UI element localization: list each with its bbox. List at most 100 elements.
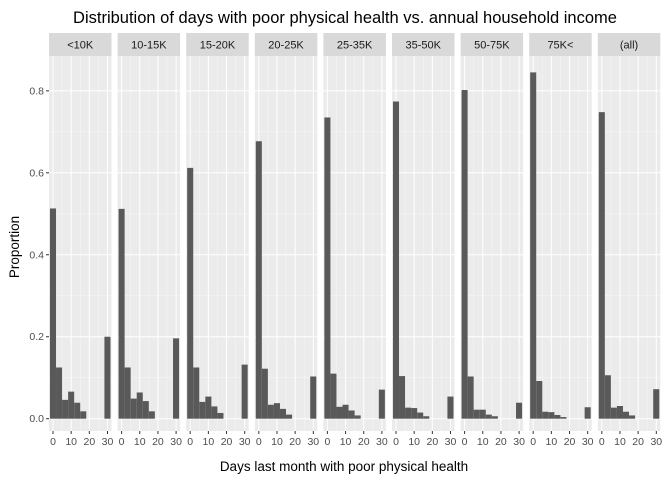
x-tick-label: 0 [50, 436, 56, 448]
x-tick-label: 0 [256, 436, 262, 448]
histogram-bar [267, 404, 274, 419]
x-tick-label: 30 [445, 436, 457, 448]
histogram-bar [354, 415, 361, 419]
chart-title: Distribution of days with poor physical … [73, 9, 617, 27]
y-axis-title: Proportion [7, 216, 22, 278]
x-tick-label: 20 [564, 436, 576, 448]
x-tick-label: 0 [324, 436, 330, 448]
x-tick-label: 20 [632, 436, 644, 448]
facet-strip-label: 10-15K [131, 40, 167, 52]
x-tick-label: 30 [239, 436, 251, 448]
histogram-bar [279, 408, 287, 419]
histogram-bar [584, 407, 591, 419]
histogram-bar [423, 416, 430, 419]
x-tick-label: 10 [477, 436, 489, 448]
histogram-bar [324, 117, 331, 419]
histogram-bar [491, 416, 498, 419]
histogram-bar [273, 403, 280, 419]
x-tick-label: 30 [170, 436, 182, 448]
histogram-bar [80, 411, 87, 419]
x-tick-label: 0 [599, 436, 605, 448]
histogram-bar [74, 402, 81, 419]
facet-panel: 20-25K 0 10 20 30 [254, 33, 319, 448]
facet-panel: 75K< 0 10 20 30 [529, 33, 594, 448]
facet-strip [529, 33, 592, 56]
histogram-bar [187, 167, 194, 419]
histogram-bar [479, 409, 486, 419]
y-tick-label: 0.6 [29, 167, 44, 179]
histogram-bar [148, 411, 155, 419]
histogram-bar [622, 411, 630, 419]
facet-strip [392, 33, 455, 56]
x-tick-label: 0 [393, 436, 399, 448]
facet-strip-label: 35-50K [406, 40, 442, 52]
facet-panel: 50-75K 0 10 20 30 [460, 33, 525, 448]
histogram-bar [461, 90, 468, 419]
histogram-bar [199, 401, 206, 419]
facet-strip [254, 33, 318, 56]
y-tick-label: 0.0 [29, 413, 44, 425]
facet-strip [597, 33, 661, 56]
facet-strip-label: 50-75K [474, 40, 510, 52]
histogram-bar [399, 376, 406, 419]
histogram-bar [610, 407, 617, 419]
histogram-bar [136, 392, 143, 419]
histogram-bar [241, 364, 248, 419]
histogram-bar [310, 376, 317, 419]
x-tick-label: 30 [376, 436, 388, 448]
y-axis: 0.0 0.2 0.4 0.6 0.8 [29, 85, 49, 425]
histogram-bar [261, 368, 268, 419]
facet-panel: 10-15K 0 10 20 30 [117, 33, 182, 448]
x-tick-label: 10 [408, 436, 420, 448]
histogram-bar [142, 401, 149, 419]
x-tick-label: 10 [65, 436, 77, 448]
histogram-bar [130, 398, 137, 419]
facet-strip-label: 15-20K [200, 40, 236, 52]
histogram-bar [417, 412, 424, 419]
facet-strip-label: 25-35K [337, 40, 373, 52]
x-tick-label: 0 [462, 436, 468, 448]
histogram-bar [255, 141, 262, 419]
histogram-bar [548, 412, 555, 419]
y-tick-label: 0.2 [29, 331, 44, 343]
x-tick-label: 30 [650, 436, 662, 448]
x-tick-label: 20 [495, 436, 507, 448]
x-tick-label: 30 [513, 436, 525, 448]
histogram-bar [211, 406, 218, 419]
histogram-bar [124, 367, 131, 419]
histogram-bar [629, 415, 636, 419]
histogram-bar [336, 406, 343, 419]
x-tick-label: 10 [340, 436, 352, 448]
x-tick-label: 20 [289, 436, 301, 448]
histogram-bar [653, 389, 660, 419]
histogram-bar [542, 411, 549, 419]
facet-strip-label: <10K [67, 40, 94, 52]
histogram-bar [330, 373, 337, 419]
histogram-bar [467, 376, 474, 419]
facet-panel: 35-50K 0 10 20 30 [392, 33, 456, 448]
histogram-bar [530, 72, 537, 419]
histogram-bar [68, 391, 75, 419]
histogram-bar [616, 406, 623, 419]
histogram-bar [473, 409, 480, 419]
facet-strip [460, 33, 524, 56]
histogram-bar [598, 112, 605, 419]
histogram-bar [205, 396, 212, 419]
x-tick-label: 10 [546, 436, 558, 448]
x-tick-label: 0 [187, 436, 193, 448]
histogram-bar [485, 414, 492, 419]
histogram-bar [173, 338, 180, 419]
histogram-bar [348, 410, 355, 419]
x-tick-label: 0 [530, 436, 536, 448]
x-tick-label: 20 [358, 436, 370, 448]
x-tick-label: 20 [426, 436, 438, 448]
facet-panel: <10K 0 10 20 30 [49, 33, 113, 448]
histogram-bar [378, 389, 385, 419]
x-tick-label: 20 [221, 436, 233, 448]
facet-strip-label: 75K< [547, 40, 573, 52]
histogram-bar [536, 381, 543, 419]
histogram-bar [447, 396, 454, 419]
x-tick-label: 10 [271, 436, 283, 448]
x-tick-label: 0 [119, 436, 125, 448]
